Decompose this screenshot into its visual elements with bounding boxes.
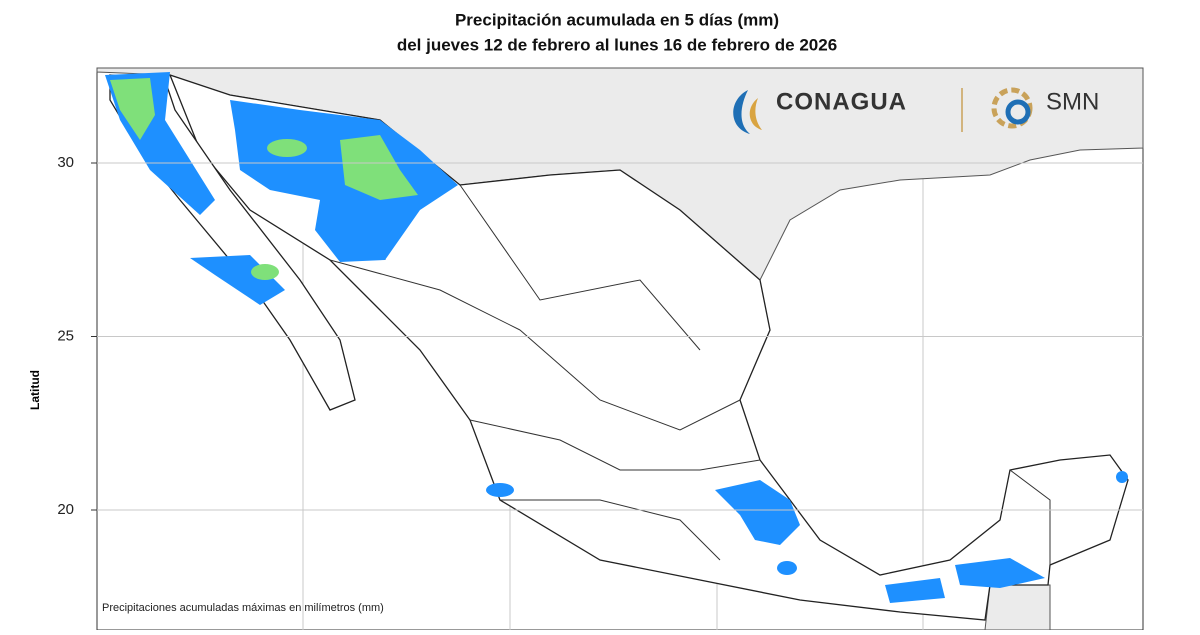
legend-note: Precipitaciones acumuladas máximas en mi… [102,602,384,614]
y-ticks: 30 25 20 [57,154,1143,518]
title-line: del jueves 12 de febrero al lunes 16 de … [397,35,837,54]
y-axis-label: Latitud [28,370,42,410]
title-line: Precipitación acumulada en 5 días (mm) [455,10,779,29]
logo-smn: SMN [991,87,1099,129]
y-tick-label: 30 [57,154,74,171]
map [96,67,1144,631]
central-america [984,584,1051,631]
logo-text: CONAGUA [776,88,907,115]
y-tick-label: 25 [57,327,74,344]
logo-conagua: CONAGUA [733,88,963,134]
logo-text: SMN [1046,88,1099,115]
precipitation-areas [105,72,1128,603]
y-tick-label: 20 [57,501,74,518]
